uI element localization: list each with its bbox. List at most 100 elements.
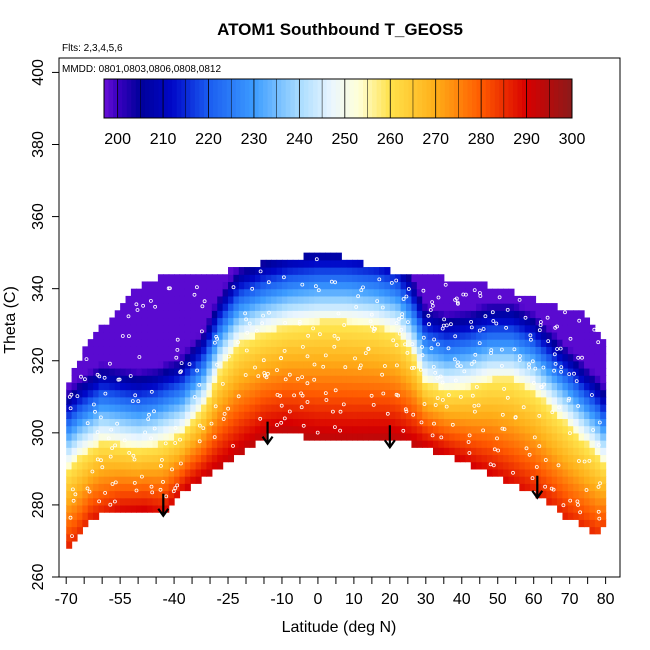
heatmap-cell — [287, 396, 294, 405]
heatmap-cell — [238, 317, 245, 326]
heatmap-cell — [147, 317, 154, 326]
heatmap-cell — [519, 425, 526, 434]
heatmap-cell — [147, 418, 154, 427]
heatmap-cell — [179, 303, 186, 311]
heatmap-cell — [325, 317, 332, 326]
heatmap-cell — [449, 317, 456, 326]
y-tick-label: 400 — [30, 59, 47, 86]
heatmap-cell — [222, 396, 229, 405]
heatmap-cell — [411, 281, 418, 290]
heatmap-cell — [125, 476, 132, 484]
heatmap-cell — [330, 317, 337, 326]
heatmap-cell — [373, 288, 380, 297]
heatmap-cell — [195, 454, 202, 463]
track-point — [253, 365, 257, 370]
heatmap-cell — [325, 367, 332, 376]
heatmap-cell — [287, 303, 294, 311]
heatmap-cell — [325, 418, 332, 427]
heatmap-cell — [497, 440, 504, 448]
heatmap-cell — [427, 404, 434, 412]
heatmap-cell — [492, 396, 499, 405]
heatmap-cell — [271, 295, 278, 304]
heatmap-cell — [233, 331, 240, 340]
heatmap-cell — [352, 396, 359, 405]
heatmap-cell — [433, 440, 439, 448]
heatmap-cell — [573, 375, 580, 383]
y-tick-label: 280 — [30, 491, 47, 518]
track-point — [159, 457, 164, 462]
track-point — [139, 474, 144, 479]
heatmap-cell — [157, 389, 164, 398]
track-point — [84, 357, 89, 362]
heatmap-cell — [136, 447, 143, 456]
heatmap-cell — [411, 360, 418, 369]
heatmap-cell — [422, 317, 429, 326]
heatmap-cell — [459, 324, 466, 333]
y-tick-label: 380 — [30, 131, 47, 158]
heatmap-cell — [513, 310, 520, 319]
heatmap-cell — [93, 490, 100, 499]
heatmap-cell — [254, 324, 261, 333]
track-point — [279, 420, 284, 425]
heatmap-cell — [357, 281, 364, 290]
heatmap-cell — [600, 476, 607, 484]
heatmap-cell — [524, 389, 531, 398]
heatmap-cell — [594, 497, 601, 506]
heatmap-cell — [465, 367, 472, 376]
heatmap-cell — [379, 418, 386, 427]
heatmap-cell — [184, 339, 191, 347]
heatmap-cell — [211, 288, 218, 297]
heatmap-cell — [540, 468, 547, 477]
track-point — [175, 347, 180, 352]
heatmap-cell — [109, 339, 116, 347]
heatmap-cell — [228, 382, 235, 391]
arrow-head — [383, 439, 396, 450]
heatmap-cell — [157, 339, 164, 347]
heatmap-cell — [449, 425, 456, 434]
heatmap-cell — [211, 440, 218, 448]
heatmap-cell — [103, 375, 110, 383]
heatmap-cell — [184, 281, 191, 290]
heatmap-cell — [93, 447, 100, 456]
colorbar-cell — [531, 79, 537, 118]
heatmap-cell — [152, 346, 159, 355]
heatmap-cell — [578, 418, 585, 427]
heatmap-cell — [578, 476, 585, 484]
heatmap-cell — [427, 346, 434, 355]
colorbar-cell — [113, 79, 119, 118]
heatmap-cell — [535, 353, 542, 362]
heatmap-cell — [481, 432, 488, 441]
heatmap-cell — [486, 432, 493, 441]
heatmap-cell — [427, 396, 434, 405]
track-point — [404, 409, 409, 414]
x-tick-label: -40 — [163, 591, 186, 608]
heatmap-cell — [557, 468, 564, 477]
heatmap-cell — [346, 288, 353, 297]
heatmap-cell — [373, 418, 380, 427]
track-point — [517, 358, 522, 362]
heatmap-cell — [308, 288, 315, 297]
track-point — [299, 405, 304, 410]
heatmap-cell — [578, 310, 585, 319]
heatmap-cell — [168, 440, 175, 448]
heatmap-cell — [66, 389, 73, 398]
heatmap-cell — [93, 404, 100, 412]
colorbar-cell — [335, 79, 341, 118]
heatmap-cell — [513, 389, 520, 398]
heatmap-cell — [211, 324, 218, 333]
heatmap-cell — [136, 382, 143, 391]
heatmap-cell — [168, 389, 175, 398]
heatmap-cell — [567, 411, 574, 420]
heatmap-cell — [400, 360, 407, 369]
heatmap-cell — [406, 339, 413, 347]
heatmap-cell — [411, 295, 418, 304]
heatmap-cell — [103, 476, 110, 484]
heatmap-cell — [395, 425, 402, 434]
heatmap-cell — [395, 353, 402, 362]
heatmap-cell — [416, 360, 423, 369]
heatmap-cell — [217, 281, 224, 290]
heatmap-cell — [136, 367, 143, 376]
heatmap-cell — [163, 346, 170, 355]
heatmap-cell — [211, 310, 218, 319]
heatmap-cell — [298, 389, 305, 398]
